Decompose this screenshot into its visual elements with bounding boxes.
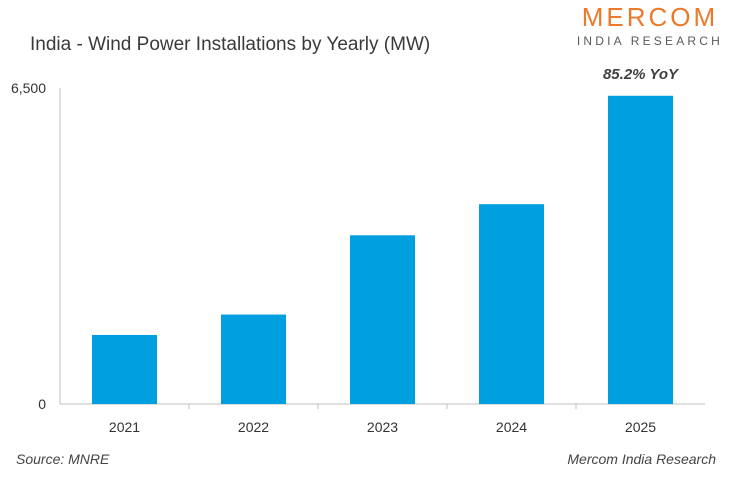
chart-title: India - Wind Power Installations by Year… <box>30 34 431 55</box>
bar-2025 <box>608 95 673 404</box>
x-tick-label: 2021 <box>109 419 140 435</box>
x-tick-label: 2022 <box>238 419 269 435</box>
bar-2024 <box>479 204 544 404</box>
x-tick-label: 2024 <box>496 419 527 435</box>
logo-wordmark: MERCOM <box>581 2 719 32</box>
source-note: Source: MNRE <box>16 451 110 467</box>
yoy-annotation: 85.2% YoY <box>603 66 680 83</box>
y-tick-label: 6,500 <box>11 80 46 96</box>
x-tick-label: 2025 <box>625 419 656 435</box>
credit-note: Mercom India Research <box>567 451 716 467</box>
bar-2023 <box>350 235 415 404</box>
logo-tagline: INDIA RESEARCH <box>576 34 723 48</box>
x-tick-label: 2023 <box>367 419 398 435</box>
y-tick-label: 0 <box>38 396 46 412</box>
mercom-logo: MERCOM INDIA RESEARCH <box>577 2 723 48</box>
bar-2021 <box>92 334 157 404</box>
bar-2022 <box>221 314 286 404</box>
